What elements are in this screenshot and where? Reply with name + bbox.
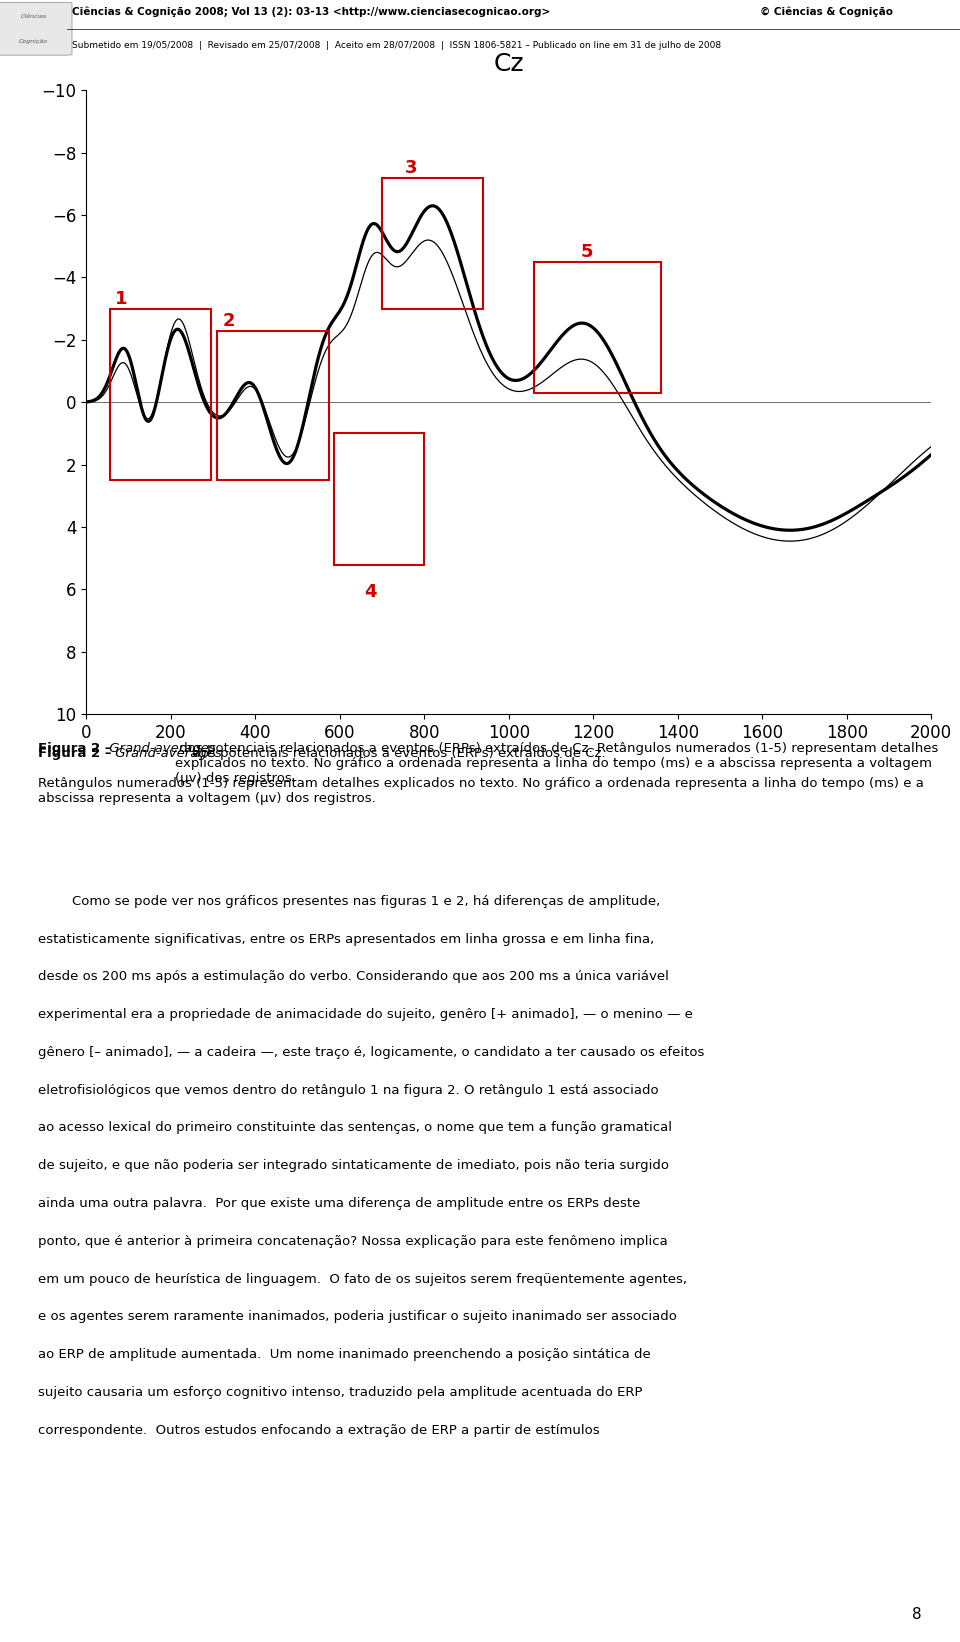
Text: gênero [– animado], — a cadeira —, este traço é, logicamente, o candidato a ter : gênero [– animado], — a cadeira —, este … [38, 1046, 705, 1059]
Bar [109, 309, 211, 479]
Text: Ciências: Ciências [20, 13, 47, 18]
Bar [333, 433, 424, 565]
Text: experimental era a propriedade de animacidade do sujeito, genêro [+ animado], — : experimental era a propriedade de animac… [38, 1008, 693, 1021]
Text: correspondente.  Outros estudos enfocando a extração de ERP a partir de estímulo: correspondente. Outros estudos enfocando… [38, 1424, 600, 1437]
Text: dos potenciais relacionados a eventos (ERPs) extraídos de Cz.: dos potenciais relacionados a eventos (E… [188, 747, 606, 760]
Text: Figura 2 –: Figura 2 – [38, 747, 112, 760]
Text: estatisticamente significativas, entre os ERPs apresentados em linha grossa e em: estatisticamente significativas, entre o… [38, 933, 655, 946]
Text: Grand-averages: Grand-averages [105, 742, 215, 755]
Text: e os agentes serem raramente inanimados, poderia justificar o sujeito inanimado : e os agentes serem raramente inanimados,… [38, 1310, 677, 1323]
Bar [217, 330, 329, 479]
Text: 4: 4 [365, 583, 377, 601]
Text: Retângulos numerados (1-5) representam detalhes explicados no texto. No gráfico : Retângulos numerados (1-5) representam d… [38, 777, 924, 805]
Text: 1: 1 [115, 291, 128, 309]
Bar [382, 177, 484, 309]
Text: © Ciências & Cognição: © Ciências & Cognição [759, 7, 893, 16]
Text: ponto, que é anterior à primeira concatenação? Nossa explicação para este fenôme: ponto, que é anterior à primeira concate… [38, 1235, 668, 1248]
Text: eletrofisiológicos que vemos dentro do retângulo 1 na figura 2. O retângulo 1 es: eletrofisiológicos que vemos dentro do r… [38, 1084, 659, 1097]
Text: 2: 2 [223, 312, 235, 330]
Text: 5: 5 [581, 243, 593, 261]
Title: Cz: Cz [493, 53, 524, 76]
Bar [534, 261, 660, 392]
Text: de sujeito, e que não poderia ser integrado sintaticamente de imediato, pois não: de sujeito, e que não poderia ser integr… [38, 1159, 669, 1172]
Text: Ciências & Cognição 2008; Vol 13 (2): 03-13 <http://www.cienciasecognicao.org>: Ciências & Cognição 2008; Vol 13 (2): 03… [72, 7, 550, 16]
Text: desde os 200 ms após a estimulação do verbo. Considerando que aos 200 ms a única: desde os 200 ms após a estimulação do ve… [38, 970, 669, 984]
Text: Submetido em 19/05/2008  |  Revisado em 25/07/2008  |  Aceito em 28/07/2008  |  : Submetido em 19/05/2008 | Revisado em 25… [72, 41, 721, 51]
FancyBboxPatch shape [0, 2, 72, 56]
Text: Grand-averages: Grand-averages [111, 747, 222, 760]
Text: Como se pode ver nos gráficos presentes nas figuras 1 e 2, há diferenças de ampl: Como se pode ver nos gráficos presentes … [38, 895, 660, 908]
Text: ainda uma outra palavra.  Por que existe uma diferença de amplitude entre os ERP: ainda uma outra palavra. Por que existe … [38, 1197, 640, 1210]
Text: ao acesso lexical do primeiro constituinte das sentenças, o nome que tem a funçã: ao acesso lexical do primeiro constituin… [38, 1121, 672, 1135]
Text: Cognição: Cognição [19, 39, 48, 44]
Text: 8: 8 [912, 1608, 922, 1622]
Text: Figura 2 –: Figura 2 – [38, 742, 112, 755]
Text: sujeito causaria um esforço cognitivo intenso, traduzido pela amplitude acentuad: sujeito causaria um esforço cognitivo in… [38, 1386, 643, 1399]
Text: em um pouco de heurística de linguagem.  O fato de os sujeitos serem freqüenteme: em um pouco de heurística de linguagem. … [38, 1273, 687, 1286]
Text: ao ERP de amplitude aumentada.  Um nome inanimado preenchendo a posição sintátic: ao ERP de amplitude aumentada. Um nome i… [38, 1348, 651, 1361]
Text: dos potenciais relacionados a eventos (ERPs) extraídos de Cz. Retângulos numerad: dos potenciais relacionados a eventos (E… [176, 742, 939, 785]
Text: 3: 3 [405, 159, 418, 177]
